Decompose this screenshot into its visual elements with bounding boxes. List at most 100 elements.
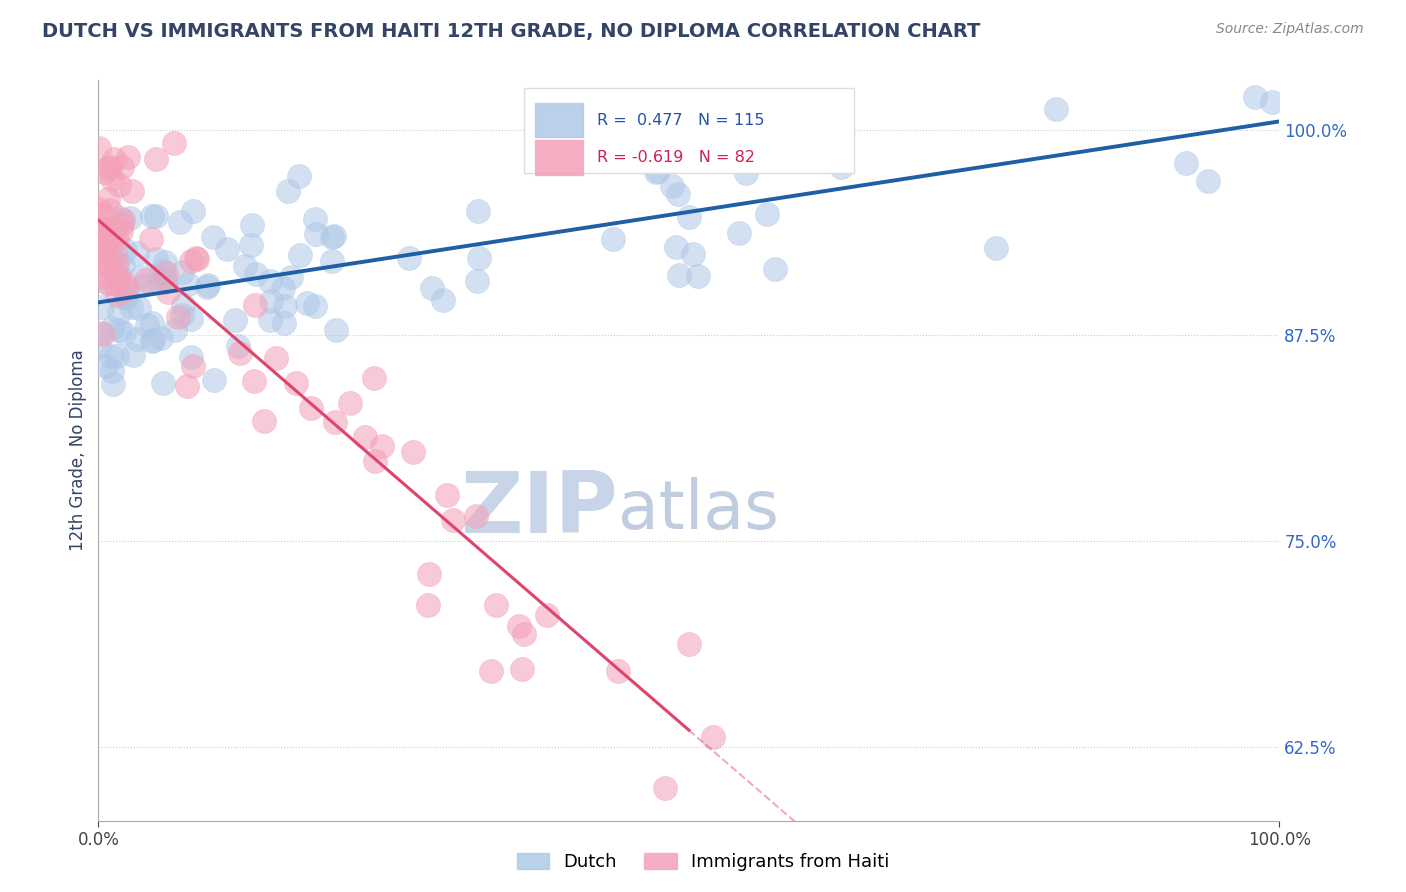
Point (90, 326, 112, 340)
Point (114, 277, 136, 291)
Point (181, 203, 204, 218)
Point (89, 255, 111, 269)
Point (157, 285, 180, 299)
Point (167, 310, 190, 325)
Point (371, 439, 394, 453)
Point (141, 210, 163, 224)
Point (105, 232, 128, 246)
Point (108, 323, 131, 337)
Point (325, 323, 347, 337)
Point (436, 488, 458, 502)
Text: ZIP: ZIP (460, 468, 619, 551)
Point (1045, 102, 1067, 116)
Point (91, 224, 114, 238)
Point (125, 332, 148, 346)
Point (121, 348, 143, 362)
Point (128, 301, 150, 316)
Point (787, 153, 810, 168)
Point (89, 244, 111, 258)
Point (830, 161, 852, 175)
Point (229, 346, 252, 360)
Point (240, 237, 263, 252)
Point (94, 221, 117, 235)
Point (260, 293, 283, 308)
Point (204, 372, 226, 386)
Point (401, 445, 423, 459)
Point (304, 212, 326, 227)
Point (274, 299, 297, 313)
Point (145, 152, 167, 166)
Point (100, 349, 122, 363)
Point (172, 308, 194, 322)
Point (172, 298, 194, 312)
Point (93, 165, 115, 179)
Point (103, 377, 125, 392)
Point (186, 252, 208, 266)
Point (197, 278, 219, 293)
Point (418, 567, 440, 582)
Point (666, 186, 689, 201)
Point (104, 247, 127, 261)
Point (149, 331, 172, 345)
Point (512, 626, 534, 640)
Point (321, 253, 343, 268)
Point (163, 136, 186, 150)
Point (108, 178, 131, 192)
Point (121, 184, 143, 198)
Point (101, 172, 124, 186)
Point (107, 272, 129, 286)
Point (323, 415, 346, 429)
Point (285, 376, 308, 391)
Point (142, 333, 165, 347)
Point (90, 234, 112, 248)
Point (756, 207, 779, 221)
Point (97, 161, 120, 175)
Point (181, 359, 204, 373)
Point (153, 255, 176, 269)
Point (512, 662, 534, 676)
Point (112, 258, 135, 272)
Point (664, 240, 686, 254)
Point (195, 280, 218, 294)
Point (97, 239, 120, 253)
FancyBboxPatch shape (523, 87, 855, 173)
Point (271, 281, 294, 295)
Point (107, 287, 129, 301)
Point (1261, 95, 1284, 109)
Point (277, 184, 299, 198)
Point (103, 277, 125, 291)
Point (89, 225, 111, 239)
Point (273, 317, 295, 331)
Point (98, 160, 121, 174)
Point (117, 150, 139, 164)
Point (654, 780, 676, 795)
Point (163, 323, 186, 337)
Point (105, 257, 128, 271)
Point (432, 293, 454, 307)
Point (536, 607, 558, 622)
Point (91, 327, 114, 342)
Point (149, 268, 172, 283)
Point (105, 349, 128, 363)
Point (661, 178, 683, 193)
Point (145, 209, 167, 223)
Point (94, 359, 117, 373)
Point (243, 298, 266, 312)
Point (305, 227, 328, 242)
Point (132, 278, 155, 293)
Point (233, 259, 256, 273)
Point (180, 350, 202, 364)
Point (986, 241, 1008, 255)
Point (1243, 89, 1265, 103)
Point (668, 268, 690, 282)
Point (111, 217, 134, 231)
Point (141, 334, 163, 348)
Point (259, 312, 281, 326)
Point (112, 326, 135, 340)
Point (118, 211, 141, 225)
Point (682, 247, 704, 261)
Point (115, 291, 138, 305)
Point (321, 229, 343, 244)
Point (364, 454, 387, 468)
Text: Source: ZipAtlas.com: Source: ZipAtlas.com (1216, 22, 1364, 37)
